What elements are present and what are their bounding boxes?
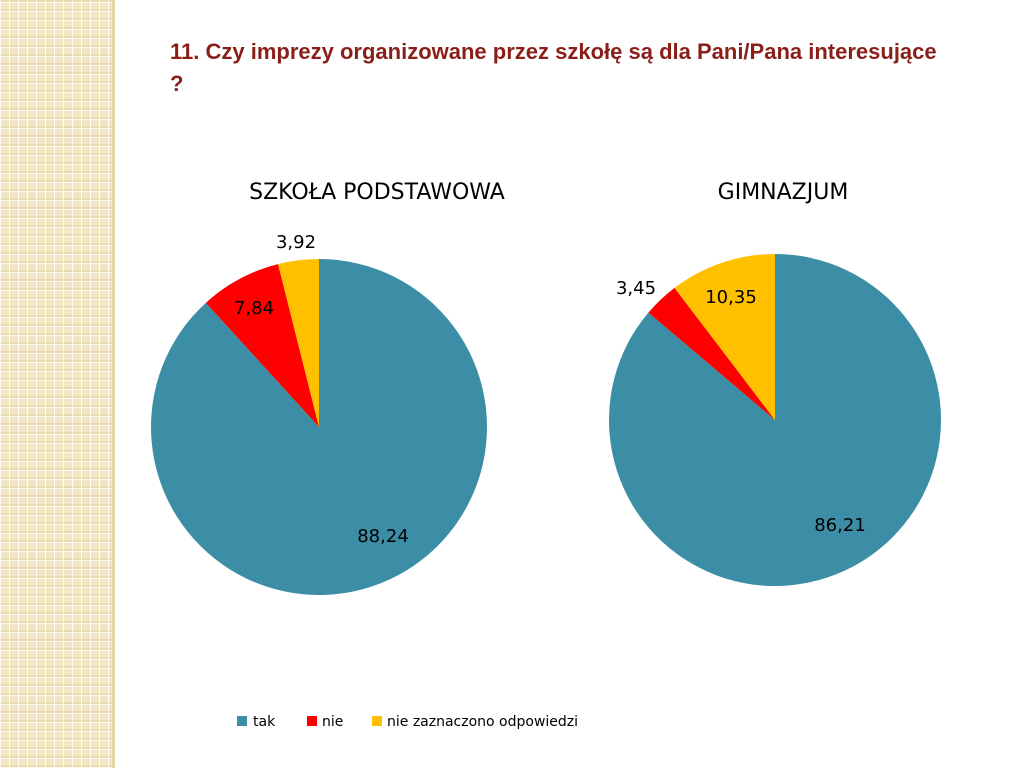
side-decoration <box>0 0 112 768</box>
legend-swatch-nie <box>307 716 317 726</box>
chart-title-szkola-podstawowa: SZKOŁA PODSTAWOWA <box>249 180 505 205</box>
pie-slice-nie <box>205 264 319 427</box>
data-label-tak: 86,21 <box>814 515 866 536</box>
pie-slice-nie <box>648 287 775 420</box>
pie-slice-brak-odpowiedzi <box>278 259 319 427</box>
legend-label-tak: tak <box>253 714 276 730</box>
pie-chart-gimnazjum: GIMNAZJUM 86,21 3,45 10,35 <box>609 180 941 586</box>
legend-label-nie: nie <box>322 714 343 730</box>
legend: tak nie nie zaznaczono odpowiedzi <box>237 714 578 730</box>
chart-title-gimnazjum: GIMNAZJUM <box>718 180 849 205</box>
legend-label-brak-odpowiedzi: nie zaznaczono odpowiedzi <box>387 714 578 730</box>
data-label-nie: 7,84 <box>234 298 274 319</box>
data-label-brak-odpowiedzi: 3,92 <box>276 232 316 253</box>
pie-slice-brak-odpowiedzi <box>674 254 775 420</box>
data-label-tak: 88,24 <box>357 526 409 547</box>
side-divider <box>112 0 115 768</box>
pie-chart-szkola-podstawowa: SZKOŁA PODSTAWOWA 88,24 7,84 3,92 <box>151 180 505 595</box>
data-label-nie: 3,45 <box>616 278 656 299</box>
slide-title: 11. Czy imprezy organizowane przez szkoł… <box>170 39 937 96</box>
legend-swatch-brak-odpowiedzi <box>372 716 382 726</box>
data-label-brak-odpowiedzi: 10,35 <box>705 287 757 308</box>
legend-swatch-tak <box>237 716 247 726</box>
